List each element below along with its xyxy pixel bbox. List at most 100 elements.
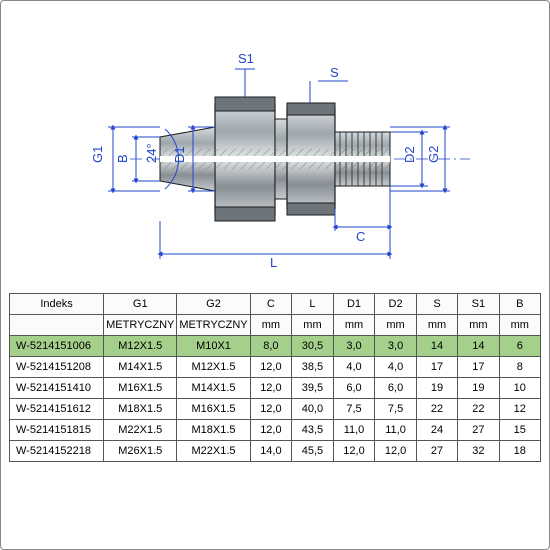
dim-b-label: B	[115, 154, 130, 163]
table-cell: 8,0	[250, 336, 292, 357]
table-row: W-5214151208M14X1.5M12X1.512,038,54,04,0…	[10, 357, 541, 378]
table-unit-row: METRYCZNYMETRYCZNYmmmmmmmmmmmmmm	[10, 315, 541, 336]
dim-g2-label: G2	[426, 146, 441, 163]
table-cell: M22X1.5	[104, 420, 177, 441]
table-cell: 32	[458, 441, 499, 462]
dim-d1-label: D1	[172, 146, 187, 163]
col-header: B	[499, 294, 540, 315]
table-cell: W-5214151612	[10, 399, 104, 420]
col-header: S1	[458, 294, 499, 315]
table-cell: 30,5	[292, 336, 334, 357]
table-cell: 15	[499, 420, 540, 441]
table-cell: W-5214151410	[10, 378, 104, 399]
table-cell: 12,0	[250, 378, 292, 399]
table-cell: 12,0	[250, 399, 292, 420]
col-header: G2	[177, 294, 250, 315]
table-row: W-5214151410M16X1.5M14X1.512,039,56,06,0…	[10, 378, 541, 399]
col-header: C	[250, 294, 292, 315]
table-cell: 11,0	[375, 420, 417, 441]
table-cell: 12	[499, 399, 540, 420]
table-row: W-5214151612M18X1.5M16X1.512,040,07,57,5…	[10, 399, 541, 420]
col-unit: mm	[458, 315, 499, 336]
table-cell: M12X1.5	[104, 336, 177, 357]
dim-angle-label: 24°	[144, 143, 159, 163]
table-cell: 12,0	[375, 441, 417, 462]
table-row: W-5214151815M22X1.5M18X1.512,043,511,011…	[10, 420, 541, 441]
col-unit: mm	[292, 315, 334, 336]
dim-d2-label: D2	[402, 146, 417, 163]
product-spec-card: S1 S L C G1 B 24° D1 D2 G2 IndeksG1G2CLD…	[0, 0, 550, 550]
table-cell: W-5214151006	[10, 336, 104, 357]
table-cell: W-5214151208	[10, 357, 104, 378]
table-cell: 4,0	[333, 357, 375, 378]
table-cell: 17	[458, 357, 499, 378]
col-unit: mm	[499, 315, 540, 336]
table-cell: 11,0	[333, 420, 375, 441]
table-cell: M12X1.5	[177, 357, 250, 378]
table-cell: 18	[499, 441, 540, 462]
table-cell: 8	[499, 357, 540, 378]
table-cell: 10	[499, 378, 540, 399]
col-unit: mm	[416, 315, 457, 336]
col-header: Indeks	[10, 294, 104, 315]
table-cell: M26X1.5	[104, 441, 177, 462]
table-cell: 45,5	[292, 441, 334, 462]
dim-l-label: L	[270, 255, 277, 270]
table-cell: M18X1.5	[177, 420, 250, 441]
table-cell: 3,0	[375, 336, 417, 357]
table-cell: 12,0	[250, 420, 292, 441]
col-unit: METRYCZNY	[177, 315, 250, 336]
table-cell: 38,5	[292, 357, 334, 378]
table-cell: 22	[416, 399, 457, 420]
col-unit: METRYCZNY	[104, 315, 177, 336]
table-cell: 19	[458, 378, 499, 399]
table-cell: 19	[416, 378, 457, 399]
table-cell: 6,0	[375, 378, 417, 399]
col-unit: mm	[375, 315, 417, 336]
table-cell: M18X1.5	[104, 399, 177, 420]
table-cell: W-5214151815	[10, 420, 104, 441]
col-header: L	[292, 294, 334, 315]
table-cell: M10X1	[177, 336, 250, 357]
col-header: S	[416, 294, 457, 315]
technical-drawing: S1 S L C G1 B 24° D1 D2 G2	[9, 9, 541, 289]
table-cell: M14X1.5	[104, 357, 177, 378]
table-cell: 14,0	[250, 441, 292, 462]
col-unit: mm	[333, 315, 375, 336]
table-cell: M22X1.5	[177, 441, 250, 462]
table-cell: 17	[416, 357, 457, 378]
table-cell: 14	[458, 336, 499, 357]
table-cell: 6	[499, 336, 540, 357]
table-row: W-5214152218M26X1.5M22X1.514,045,512,012…	[10, 441, 541, 462]
table-cell: 12,0	[250, 357, 292, 378]
col-unit	[10, 315, 104, 336]
dim-g1-label: G1	[90, 146, 105, 163]
dim-s-label: S	[330, 65, 339, 80]
col-header: G1	[104, 294, 177, 315]
table-cell: 22	[458, 399, 499, 420]
table-cell: 7,5	[333, 399, 375, 420]
dim-s1-label: S1	[238, 51, 254, 66]
table-cell: 24	[416, 420, 457, 441]
table-cell: M14X1.5	[177, 378, 250, 399]
spec-table: IndeksG1G2CLD1D2SS1B METRYCZNYMETRYCZNYm…	[9, 293, 541, 462]
table-cell: 43,5	[292, 420, 334, 441]
table-cell: 4,0	[375, 357, 417, 378]
col-header: D2	[375, 294, 417, 315]
table-row: W-5214151006M12X1.5M10X18,030,53,03,0141…	[10, 336, 541, 357]
table-cell: 7,5	[375, 399, 417, 420]
col-header: D1	[333, 294, 375, 315]
col-unit: mm	[250, 315, 292, 336]
table-cell: 40,0	[292, 399, 334, 420]
table-cell: 6,0	[333, 378, 375, 399]
table-cell: 3,0	[333, 336, 375, 357]
table-cell: 27	[416, 441, 457, 462]
table-cell: 12,0	[333, 441, 375, 462]
table-cell: M16X1.5	[177, 399, 250, 420]
table-cell: 27	[458, 420, 499, 441]
table-cell: 39,5	[292, 378, 334, 399]
table-header-row: IndeksG1G2CLD1D2SS1B	[10, 294, 541, 315]
table-cell: W-5214152218	[10, 441, 104, 462]
table-cell: M16X1.5	[104, 378, 177, 399]
table-cell: 14	[416, 336, 457, 357]
